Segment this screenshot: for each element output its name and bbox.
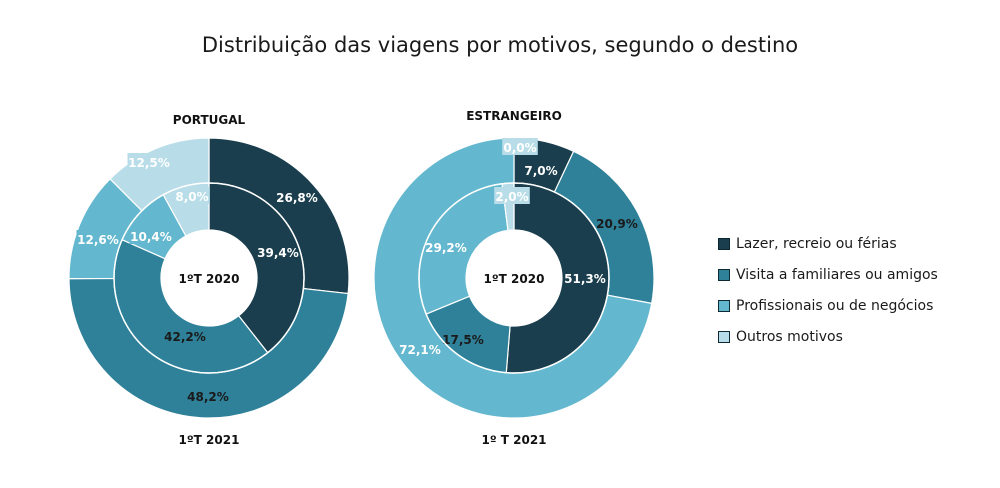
legend-item-profissionais: Profissionais ou de negócios: [718, 290, 938, 321]
legend-item-outros: Outros motivos: [718, 321, 938, 352]
portugal-outer-ring-label: 1ºT 2021: [179, 433, 240, 447]
portugal-inner-label-outros: 8,0%: [175, 190, 208, 204]
estrangeiro-outer-label-lazer: 7,0%: [524, 164, 557, 178]
estrangeiro-outer-ring-label: 1º T 2021: [481, 433, 546, 447]
portugal-inner-label-bg-outros: [174, 187, 210, 204]
portugal-inner-label-lazer: 39,4%: [257, 246, 299, 260]
portugal-inner-label-profissionais: 10,4%: [130, 230, 172, 244]
portugal-outer-label-outros: 12,5%: [128, 156, 170, 170]
estrangeiro-ring-divider: [418, 182, 610, 374]
legend-swatch-visita: [718, 268, 730, 281]
legend-item-visita: Visita a familiares ou amigos: [718, 259, 938, 290]
estrangeiro-inner-label-lazer: 51,3%: [564, 272, 606, 286]
legend-swatch-profissionais: [718, 299, 730, 312]
estrangeiro-inner-label-outros: 2,0%: [495, 190, 528, 204]
portugal-ring-divider: [113, 182, 305, 374]
legend-label-profissionais: Profissionais ou de negócios: [736, 297, 934, 314]
legend-swatch-lazer: [718, 237, 730, 250]
portugal-inner-label-visita: 42,2%: [164, 330, 206, 344]
estrangeiro-center-hole: [466, 230, 562, 326]
estrangeiro-inner-label-visita: 17,5%: [442, 333, 484, 347]
legend-item-lazer: Lazer, recreio ou férias: [718, 228, 938, 259]
legend: Lazer, recreio ou férias Visita a famili…: [718, 228, 938, 352]
legend-label-lazer: Lazer, recreio ou férias: [736, 235, 897, 252]
legend-label-visita: Visita a familiares ou amigos: [736, 266, 938, 283]
estrangeiro-inner-label-profissionais: 29,2%: [425, 241, 467, 255]
chart-title: Distribuição das viagens por motivos, se…: [201, 33, 799, 57]
portugal-header: PORTUGAL: [173, 113, 246, 127]
portugal-outer-label-bg-profissionais: [76, 230, 120, 247]
estrangeiro-outer-label-profissionais: 72,1%: [399, 343, 441, 357]
portugal-center-label: 1ºT 2020: [179, 272, 240, 286]
estrangeiro-header: ESTRANGEIRO: [466, 109, 562, 123]
portugal-inner-label-bg-profissionais: [129, 227, 173, 244]
portugal-outer-label-profissionais: 12,6%: [77, 233, 119, 247]
portugal-center-hole: [161, 230, 257, 326]
estrangeiro-outer-label-outros: 0,0%: [503, 141, 536, 155]
estrangeiro-outer-label-bg-outros: [502, 138, 538, 155]
estrangeiro-inner-label-bg-profissionais: [424, 238, 468, 255]
legend-label-outros: Outros motivos: [736, 328, 843, 345]
portugal-outer-label-visita: 48,2%: [187, 390, 229, 404]
portugal-outer-label-bg-outros: [127, 153, 171, 170]
portugal-outer-label-lazer: 26,8%: [276, 191, 318, 205]
estrangeiro-center-label: 1ºT 2020: [484, 272, 545, 286]
estrangeiro-inner-label-bg-outros: [494, 187, 530, 204]
legend-swatch-outros: [718, 330, 730, 343]
estrangeiro-outer-label-visita: 20,9%: [596, 217, 638, 231]
